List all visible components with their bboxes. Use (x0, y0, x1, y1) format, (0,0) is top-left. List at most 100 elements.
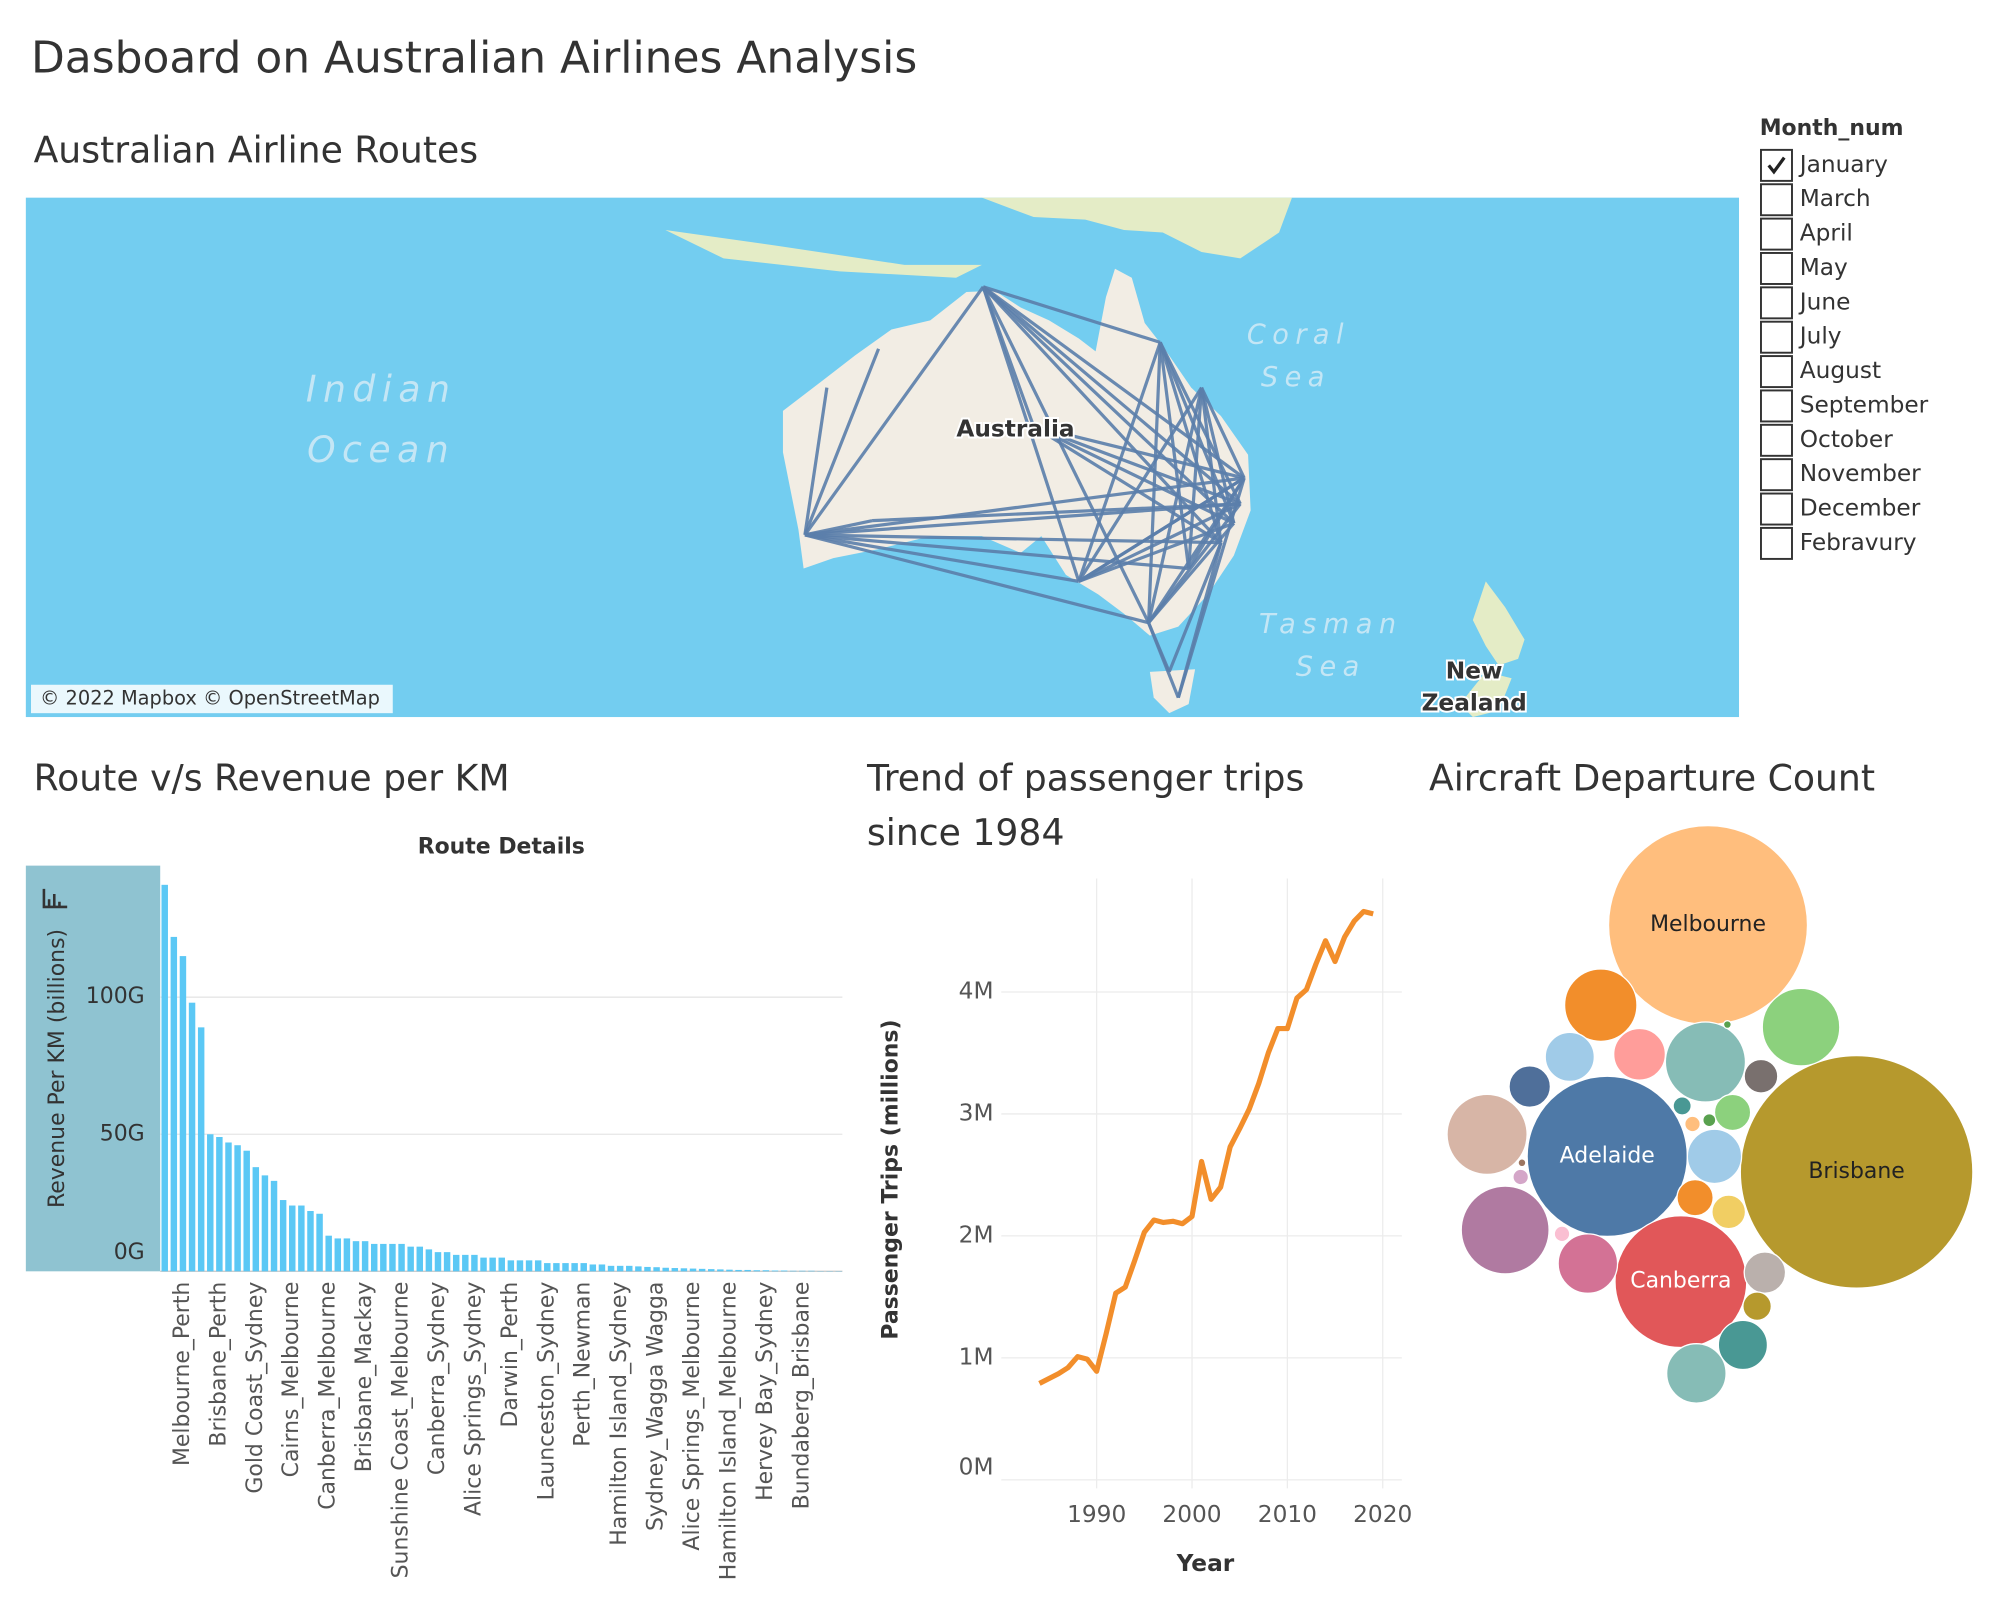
bar (207, 1134, 214, 1272)
bar (553, 1263, 560, 1272)
filter-label[interactable]: March (1800, 185, 1871, 212)
filter-option[interactable]: June (1760, 286, 1851, 320)
route (982, 285, 1161, 344)
bubble (1553, 1225, 1571, 1243)
y-tick-label: 50G (100, 1121, 145, 1146)
filter-option[interactable]: April (1760, 217, 1853, 251)
bar (407, 1246, 414, 1272)
filter-option[interactable]: May (1760, 252, 1848, 285)
bubble (1557, 1233, 1619, 1294)
bar-title: Route v/s Revenue per KM (33, 757, 510, 800)
bar (653, 1267, 660, 1272)
png-land (981, 197, 1292, 259)
bubble (1686, 1128, 1743, 1185)
route (803, 387, 829, 536)
route (1077, 341, 1162, 582)
bubble (1711, 1194, 1747, 1230)
filter-label[interactable]: January (1798, 151, 1888, 178)
filter-label[interactable]: July (1798, 323, 1842, 350)
filter-option[interactable]: January (1760, 148, 1888, 182)
x-tick-label: Perth_Newman (571, 1282, 596, 1447)
checkbox[interactable] (1760, 355, 1793, 389)
bar (170, 936, 178, 1272)
bar-chart: Route Details Revenue Per KM (billions) 0G… (45, 835, 843, 1580)
filter-option[interactable]: Febravury (1760, 526, 1917, 560)
bar (334, 1238, 342, 1272)
filter-option[interactable]: October (1760, 423, 1893, 457)
route (1187, 387, 1204, 569)
filter-option[interactable]: December (1760, 492, 1921, 526)
bar (434, 1252, 442, 1272)
filter-label[interactable]: May (1800, 254, 1848, 281)
filter-label[interactable]: April (1800, 220, 1853, 247)
sort-icon[interactable] (42, 888, 68, 909)
line-chart: 1990 2000 2010 2020 0M 1M 2M 3M 4M Year Passenger … (878, 878, 1412, 1577)
route (982, 285, 1246, 480)
bar (708, 1269, 715, 1272)
bar (735, 1269, 742, 1272)
route (1200, 386, 1246, 479)
filter-label[interactable]: June (1798, 288, 1851, 315)
checkbox[interactable] (1760, 148, 1793, 182)
bubble-label: Brisbane (1808, 1159, 1904, 1184)
checkbox[interactable] (1760, 492, 1793, 526)
routes (803, 285, 1246, 699)
bar (462, 1254, 469, 1272)
map-label: Sea (1261, 362, 1331, 393)
y-tick-label: 4M (959, 977, 994, 1004)
bubble (1743, 1058, 1779, 1094)
bar (580, 1263, 587, 1272)
filter-label[interactable]: November (1800, 460, 1921, 487)
bar (780, 1270, 788, 1272)
x-tick-label: Canberra_Sydney (425, 1282, 450, 1476)
bubble (1742, 1291, 1772, 1322)
bar (616, 1265, 624, 1272)
checkbox[interactable] (1760, 252, 1793, 285)
bubble (1761, 987, 1841, 1067)
route (1199, 387, 1236, 524)
filter-option[interactable]: November (1760, 458, 1921, 492)
filter-label[interactable]: December (1800, 495, 1921, 522)
y-tick-label: 0M (959, 1454, 994, 1481)
bubble (1666, 1343, 1727, 1404)
x-tick-label: Hervey Bay_Sydney (753, 1282, 778, 1501)
checkbox[interactable] (1760, 183, 1793, 217)
bar (307, 1211, 314, 1272)
filter-option[interactable]: August (1760, 355, 1881, 389)
bar (398, 1243, 405, 1272)
route (1147, 622, 1180, 699)
filter-option[interactable]: March (1760, 183, 1871, 217)
route (1158, 342, 1191, 569)
x-tick-label: Bundaberg_Brisbane (789, 1282, 814, 1510)
bubble-chart: Melbourne Brisbane Adelaide Canberra (1446, 824, 1974, 1404)
filter-label[interactable]: September (1800, 391, 1929, 418)
checkbox[interactable] (1760, 526, 1793, 560)
bar (270, 1180, 278, 1272)
x-tick-label: 2000 (1162, 1501, 1221, 1528)
filter-option[interactable]: September (1760, 389, 1929, 423)
route (804, 533, 1149, 625)
x-tick-label: 2010 (1258, 1501, 1317, 1528)
checkbox[interactable] (1760, 320, 1793, 354)
bar (626, 1265, 633, 1272)
bar (525, 1260, 533, 1272)
title-box: Aircraft Departure Count (1429, 757, 1875, 800)
bubble-label: Canberra (1630, 1269, 1731, 1294)
bar (571, 1263, 578, 1272)
checkbox[interactable] (1760, 286, 1793, 320)
checkbox[interactable] (1760, 423, 1793, 457)
checkbox[interactable] (1760, 458, 1793, 492)
checkbox[interactable] (1760, 389, 1793, 423)
filter-option[interactable]: July (1760, 320, 1842, 354)
route (1167, 542, 1223, 673)
bar (799, 1270, 806, 1272)
checkbox[interactable] (1760, 217, 1793, 251)
y-tick-label: 1M (959, 1343, 994, 1370)
filter-label[interactable]: October (1800, 426, 1893, 453)
bar (361, 1241, 369, 1272)
filter-label[interactable]: Febravury (1800, 529, 1917, 556)
filter-label[interactable]: August (1800, 357, 1881, 384)
x-tick-label: Cairns_Melbourne (279, 1282, 304, 1478)
